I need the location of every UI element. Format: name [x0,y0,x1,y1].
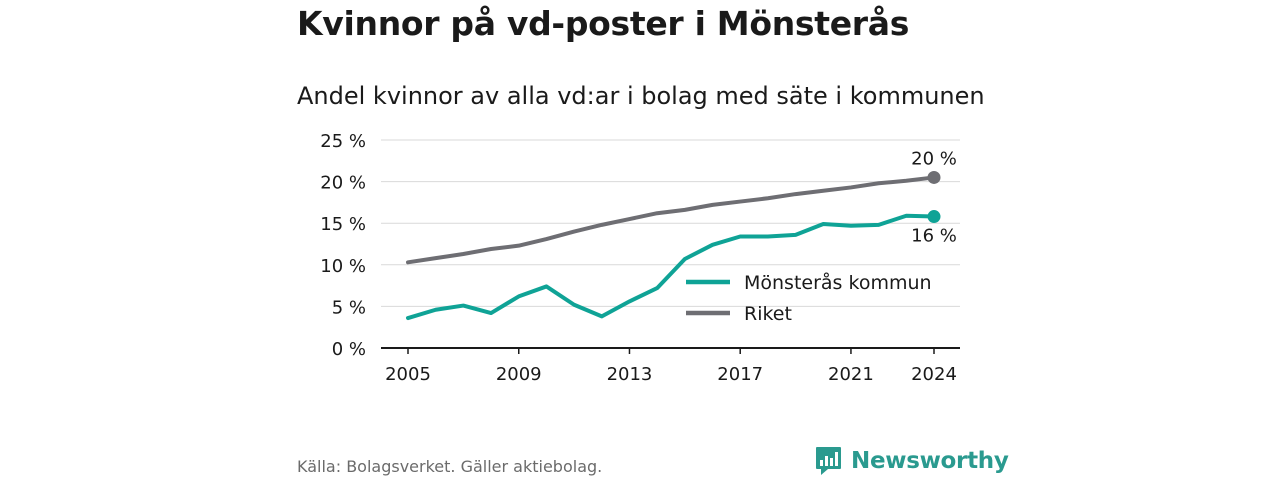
x-tick-label: 2017 [717,364,763,385]
x-tick-label: 2024 [911,364,957,385]
y-tick-label: 25 % [320,131,366,152]
y-tick-label: 20 % [320,173,366,194]
y-tick-label: 0 % [332,339,366,360]
series-lines [406,175,936,321]
chart-bubble-icon [816,447,841,475]
end-label: 20 % [911,148,957,169]
y-tick-label: 10 % [320,256,366,277]
newsworthy-logo: Newsworthy [815,446,1009,476]
brand-name: Newsworthy [851,448,1009,474]
legend-label: Mönsterås kommun [744,271,932,294]
end-marker [927,170,941,184]
line-chart: 0 %5 %10 %15 %20 %25 % 2005 2009 2013 2017 2… [320,131,960,385]
source-note: Källa: Bolagsverket. Gäller aktiebolag. [297,457,603,476]
y-tick-label: 15 % [320,214,366,235]
series-line [406,175,936,265]
x-tick-label: 2021 [828,364,874,385]
legend: Mönsterås kommun Riket [686,271,932,325]
end-label: 16 % [911,226,957,247]
chart-title: Kvinnor på vd-poster i Mönsterås [297,4,910,43]
x-tick-label: 2009 [496,364,542,385]
end-marker [927,210,941,224]
chart-subtitle: Andel kvinnor av alla vd:ar i bolag med … [297,82,985,110]
y-axis-ticks: 0 % 5 % 10 % 15 % 20 % 25 % [320,131,366,360]
series-end-markers: 20 % 16 % [911,148,957,246]
legend-label: Riket [744,303,792,325]
y-tick-label: 5 % [332,297,366,318]
x-tick-label: 2013 [607,364,653,385]
series-line [406,213,936,321]
x-tick-label: 2005 [385,364,431,385]
gridlines [381,139,960,307]
x-axis: 2005 2009 2013 2017 2021 2024 [381,347,960,385]
